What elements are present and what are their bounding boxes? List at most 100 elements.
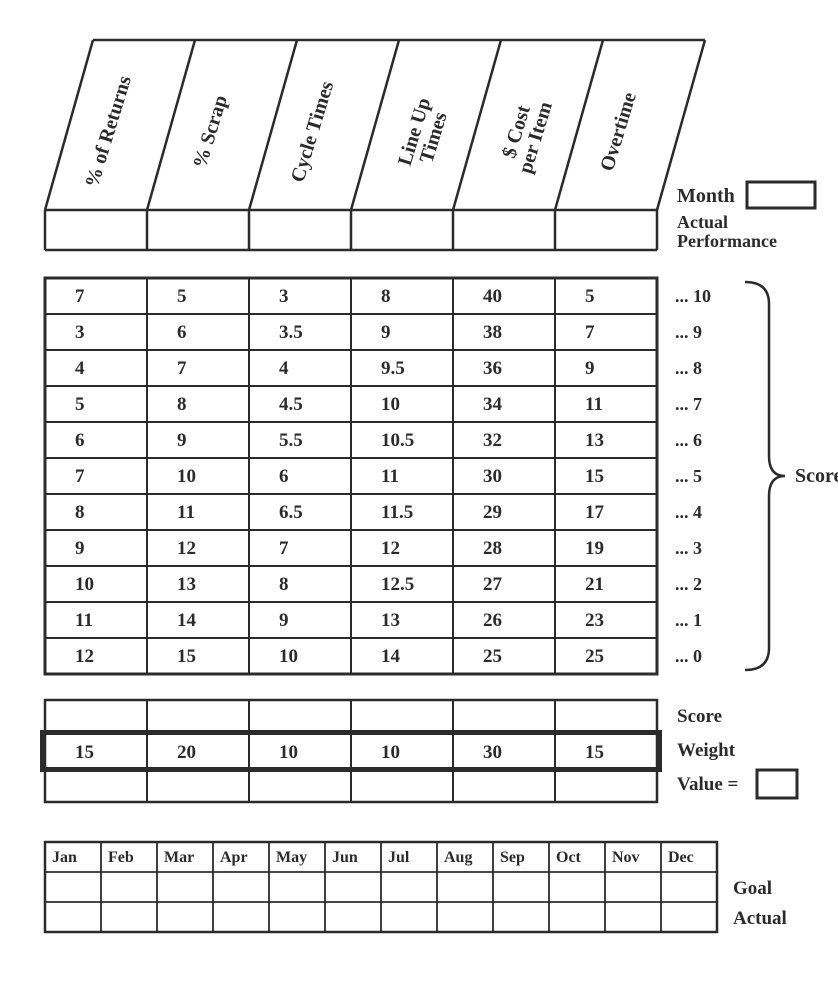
month-cell: Oct bbox=[556, 849, 582, 866]
matrix-cell: 40 bbox=[483, 286, 502, 307]
score-level: ... 5 bbox=[675, 466, 702, 486]
weight-cell: 15 bbox=[75, 742, 94, 763]
matrix-cell: 5 bbox=[177, 286, 187, 307]
column-header: $ Costper Item bbox=[495, 93, 557, 176]
matrix-cell: 36 bbox=[483, 358, 502, 379]
score-level: ... 1 bbox=[675, 610, 702, 630]
matrix-cell: 10 bbox=[177, 466, 196, 487]
weight-label: Weight bbox=[677, 740, 736, 761]
matrix-cell: 30 bbox=[483, 466, 502, 487]
score-level: ... 7 bbox=[675, 394, 702, 414]
matrix-cell: 34 bbox=[483, 394, 503, 415]
matrix-cell: 9 bbox=[177, 430, 187, 451]
matrix-cell: 11 bbox=[75, 610, 93, 631]
month-cell: Jul bbox=[388, 849, 410, 866]
scores-brace bbox=[745, 282, 785, 670]
matrix-cell: 6 bbox=[279, 466, 289, 487]
matrix-cell: 29 bbox=[483, 502, 502, 523]
score-level: ... 3 bbox=[675, 538, 702, 558]
objectives-matrix: % of Returns % Scrap Cycle Times Line UpTim… bbox=[0, 0, 838, 1000]
matrix-cell: 13 bbox=[381, 610, 400, 631]
matrix-cell: 7 bbox=[279, 538, 289, 559]
matrix-cell: 4 bbox=[279, 358, 289, 379]
weight-cell: 15 bbox=[585, 742, 604, 763]
matrix-cell: 26 bbox=[483, 610, 502, 631]
matrix-cell: 8 bbox=[381, 286, 391, 307]
month-label: Month bbox=[677, 185, 735, 207]
matrix-cell: 12.5 bbox=[381, 574, 414, 595]
matrix-cell: 13 bbox=[585, 430, 604, 451]
score-level: ... 8 bbox=[675, 358, 702, 378]
score-level: ... 4 bbox=[675, 502, 702, 522]
matrix-cell: 9 bbox=[381, 322, 391, 343]
matrix-cell: 25 bbox=[585, 646, 604, 667]
actual-performance-label: ActualPerformance bbox=[677, 212, 777, 251]
matrix-cell: 17 bbox=[585, 502, 605, 523]
matrix-cell: 6.5 bbox=[279, 502, 303, 523]
matrix-cell: 9.5 bbox=[381, 358, 405, 379]
matrix-cell: 9 bbox=[279, 610, 289, 631]
matrix-cell: 4.5 bbox=[279, 394, 303, 415]
matrix-cell: 7 bbox=[75, 466, 85, 487]
matrix-cell: 6 bbox=[75, 430, 85, 451]
column-header: Cycle Times bbox=[287, 78, 339, 184]
scores-label: Scores bbox=[795, 465, 838, 487]
matrix-cell: 15 bbox=[585, 466, 604, 487]
matrix-cell: 4 bbox=[75, 358, 85, 379]
matrix-cell: 5 bbox=[585, 286, 595, 307]
svg-text:Overtime: Overtime bbox=[596, 90, 641, 174]
matrix-cell: 14 bbox=[381, 646, 401, 667]
score-level: ... 9 bbox=[675, 322, 702, 342]
matrix-cell: 11.5 bbox=[381, 502, 413, 523]
column-header: Line UpTimes bbox=[394, 95, 454, 174]
svg-text:% Scrap: % Scrap bbox=[189, 93, 232, 171]
matrix-cell: 7 bbox=[177, 358, 187, 379]
month-cell: Nov bbox=[612, 849, 640, 866]
matrix-cell: 8 bbox=[279, 574, 289, 595]
score-level: ... 10 bbox=[675, 286, 711, 306]
matrix-cell: 9 bbox=[585, 358, 595, 379]
matrix-cell: 11 bbox=[177, 502, 195, 523]
matrix-cell: 11 bbox=[585, 394, 603, 415]
goal-label: Goal bbox=[733, 878, 772, 899]
svg-text:$ Costper Item: $ Costper Item bbox=[495, 93, 557, 176]
weight-cell: 20 bbox=[177, 742, 196, 763]
matrix-cell: 5.5 bbox=[279, 430, 303, 451]
column-header: % of Returns bbox=[81, 73, 136, 190]
score-level: ... 2 bbox=[675, 574, 702, 594]
matrix-cell: 25 bbox=[483, 646, 502, 667]
matrix-cell: 7 bbox=[75, 286, 85, 307]
weight-cell: 30 bbox=[483, 742, 502, 763]
matrix-cell: 12 bbox=[381, 538, 400, 559]
matrix-cell: 12 bbox=[177, 538, 196, 559]
matrix-cell: 9 bbox=[75, 538, 85, 559]
svg-text:Line UpTimes: Line UpTimes bbox=[394, 95, 454, 174]
month-cell: Apr bbox=[220, 849, 248, 866]
matrix-cell: 11 bbox=[381, 466, 399, 487]
svg-text:% of Returns: % of Returns bbox=[81, 73, 136, 190]
matrix-cell: 10.5 bbox=[381, 430, 414, 451]
matrix-cell: 13 bbox=[177, 574, 196, 595]
month-cell: May bbox=[276, 849, 307, 866]
score-level: ... 0 bbox=[675, 646, 702, 666]
matrix-cell: 3 bbox=[75, 322, 85, 343]
actual-label: Actual bbox=[733, 908, 787, 929]
matrix-cell: 19 bbox=[585, 538, 604, 559]
month-cell: Dec bbox=[668, 849, 694, 866]
svg-text:Cycle Times: Cycle Times bbox=[287, 78, 339, 184]
matrix-cell: 8 bbox=[177, 394, 187, 415]
matrix-cell: 10 bbox=[279, 646, 298, 667]
matrix-cell: 7 bbox=[585, 322, 595, 343]
weight-cell: 10 bbox=[381, 742, 400, 763]
matrix-cell: 5 bbox=[75, 394, 85, 415]
matrix-cell: 21 bbox=[585, 574, 604, 595]
month-cell: Mar bbox=[164, 849, 194, 866]
matrix-cell: 12 bbox=[75, 646, 94, 667]
matrix-cell: 15 bbox=[177, 646, 196, 667]
weight-cell: 10 bbox=[279, 742, 298, 763]
matrix-cell: 23 bbox=[585, 610, 604, 631]
matrix-cell: 28 bbox=[483, 538, 502, 559]
matrix-cell: 10 bbox=[75, 574, 94, 595]
value-label: Value = bbox=[677, 774, 738, 795]
month-cell: Jun bbox=[332, 849, 358, 866]
